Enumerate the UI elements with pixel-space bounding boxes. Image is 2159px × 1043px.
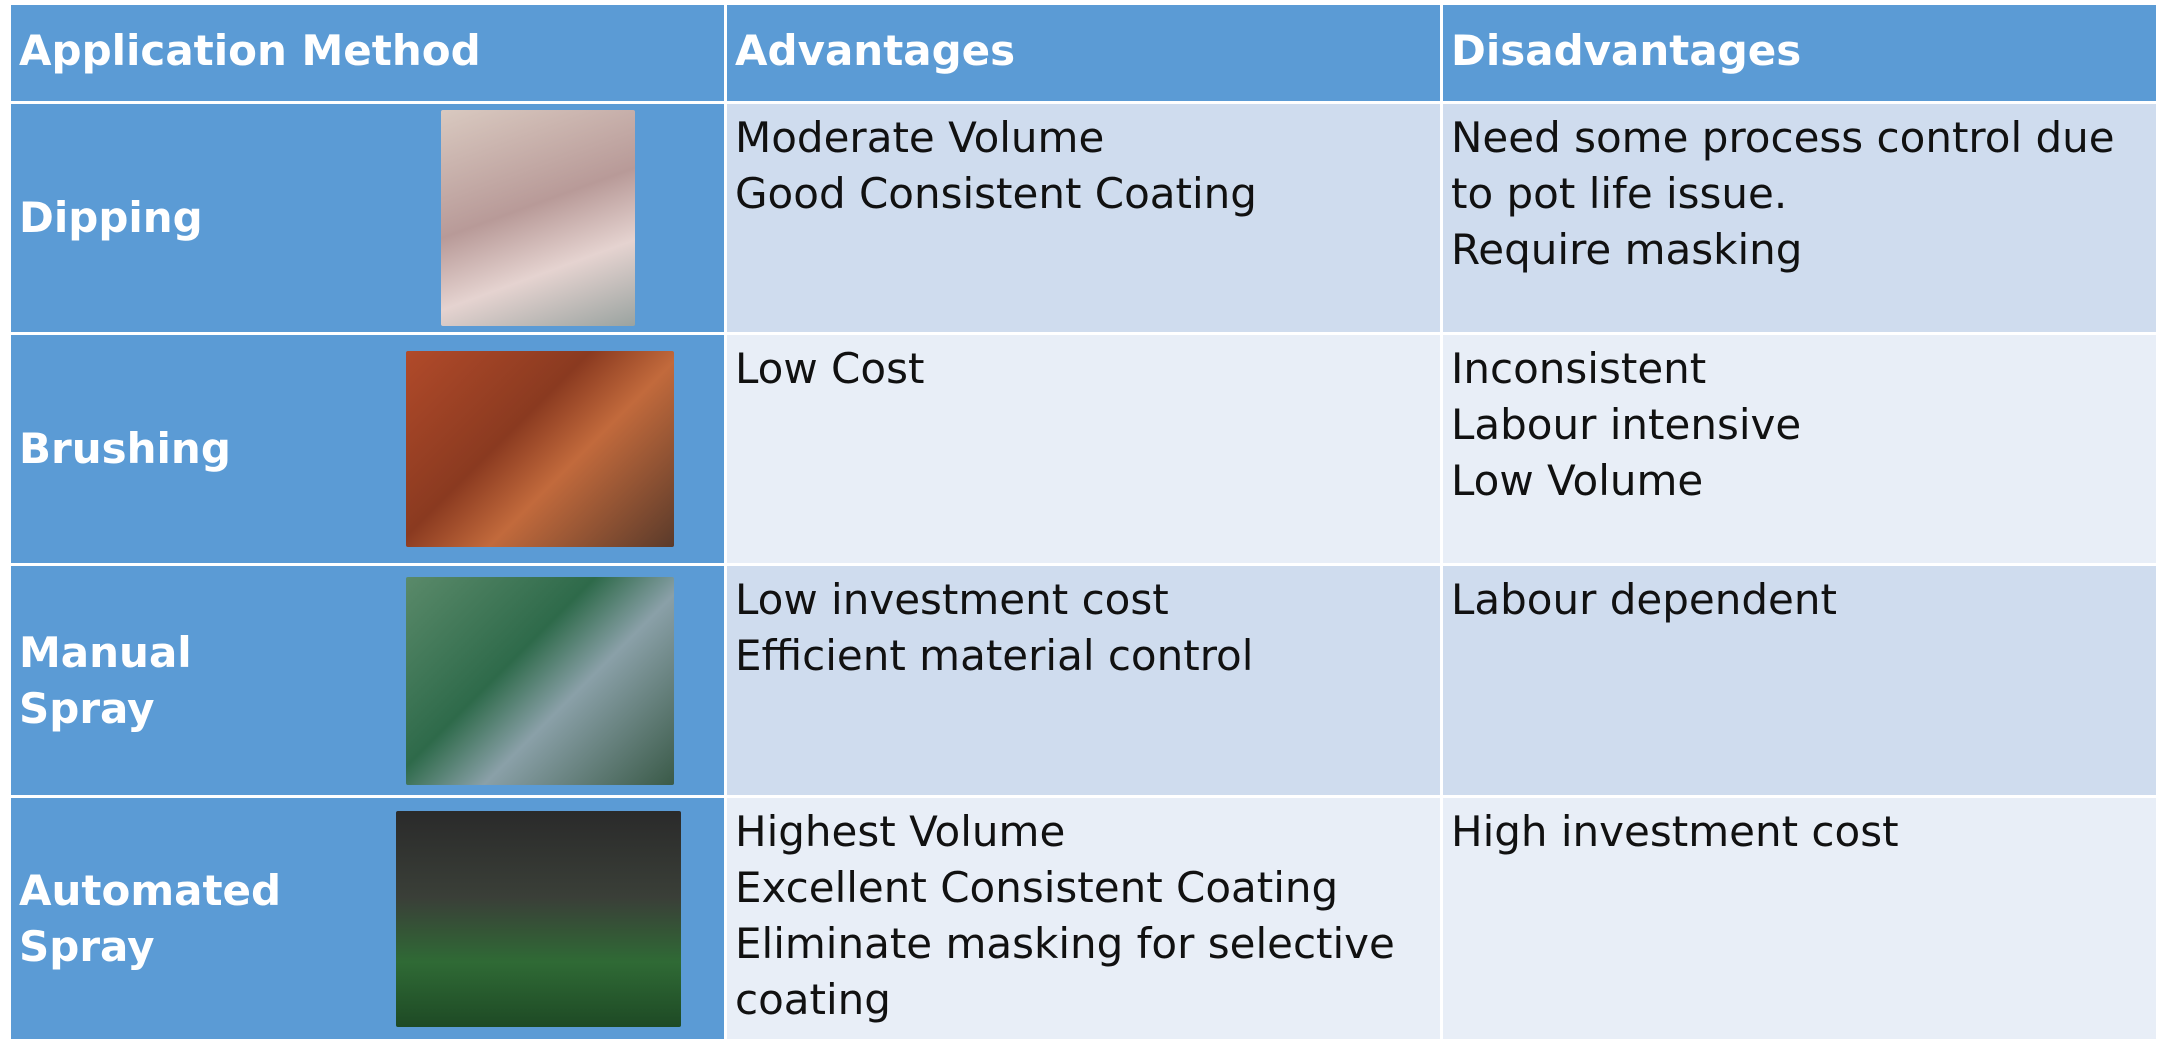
advantage-item: Highest Volume bbox=[735, 807, 1066, 856]
disadvantage-item: Low Volume bbox=[1451, 456, 1704, 505]
data-row: Dipping Moderate Volume Good Consistent Co… bbox=[11, 104, 2156, 332]
disadvantage-item: Require masking bbox=[1451, 225, 1803, 274]
header-cell: Advantages bbox=[727, 5, 1440, 101]
method-cell: Dipping bbox=[11, 104, 724, 332]
advantage-item: Low Cost bbox=[735, 344, 925, 393]
advantage-item: Eliminate masking for selective coating bbox=[735, 919, 1395, 1024]
disadvantage-item: Labour intensive bbox=[1451, 400, 1802, 449]
disadvantage-item: Inconsistent bbox=[1451, 344, 1707, 393]
data-row: Automated Spray Highest Volume Excellent C… bbox=[11, 798, 2156, 1039]
method-cell: Automated Spray bbox=[11, 798, 724, 1039]
methods-table: Application Method Advantages Disadvanta… bbox=[8, 2, 2159, 1042]
method-label: Automated Spray bbox=[19, 865, 282, 971]
method-cell: Brushing bbox=[11, 335, 724, 563]
header-row: Application Method Advantages Disadvanta… bbox=[11, 5, 2156, 101]
advantage-item: Low investment cost bbox=[735, 575, 1169, 624]
disadvantages-cell: Inconsistent Labour intensive Low Volume bbox=[1443, 335, 2156, 563]
disadvantage-item: Labour dependent bbox=[1451, 575, 1837, 624]
method-photo bbox=[406, 576, 674, 785]
advantage-item: Moderate Volume bbox=[735, 113, 1105, 162]
header-cell: Disadvantages bbox=[1443, 5, 2156, 101]
advantages-cell: Highest Volume Excellent Consistent Coati… bbox=[727, 798, 1440, 1039]
data-row: Brushing Low Cost Inconsistent Labour inten… bbox=[11, 335, 2156, 563]
method-photo bbox=[441, 110, 635, 326]
method-photo bbox=[396, 810, 681, 1027]
advantages-cell: Moderate Volume Good Consistent Coating bbox=[727, 104, 1440, 332]
table-body: Dipping Moderate Volume Good Consistent Co… bbox=[11, 104, 2156, 1039]
advantage-item: Efficient material control bbox=[735, 631, 1254, 680]
data-row: Manual Spray Low investment cost Efficient… bbox=[11, 566, 2156, 795]
disadvantage-item: High investment cost bbox=[1451, 807, 1899, 856]
method-label: Dipping bbox=[19, 193, 203, 242]
disadvantages-cell: Labour dependent bbox=[1443, 566, 2156, 795]
advantages-cell: Low investment cost Efficient material co… bbox=[727, 566, 1440, 795]
advantages-cell: Low Cost bbox=[727, 335, 1440, 563]
disadvantages-cell: High investment cost bbox=[1443, 798, 2156, 1039]
method-label: Brushing bbox=[19, 424, 231, 473]
disadvantages-cell: Need some process control due to pot lif… bbox=[1443, 104, 2156, 332]
method-cell: Manual Spray bbox=[11, 566, 724, 795]
header-cell: Application Method bbox=[11, 5, 724, 101]
advantage-item: Excellent Consistent Coating bbox=[735, 863, 1339, 912]
table-container: Application Method Advantages Disadvanta… bbox=[11, 5, 2156, 1043]
disadvantage-item: Need some process control due to pot lif… bbox=[1451, 113, 2115, 218]
method-label: Manual Spray bbox=[19, 627, 192, 733]
method-photo bbox=[406, 351, 674, 547]
advantage-item: Good Consistent Coating bbox=[735, 169, 1257, 218]
